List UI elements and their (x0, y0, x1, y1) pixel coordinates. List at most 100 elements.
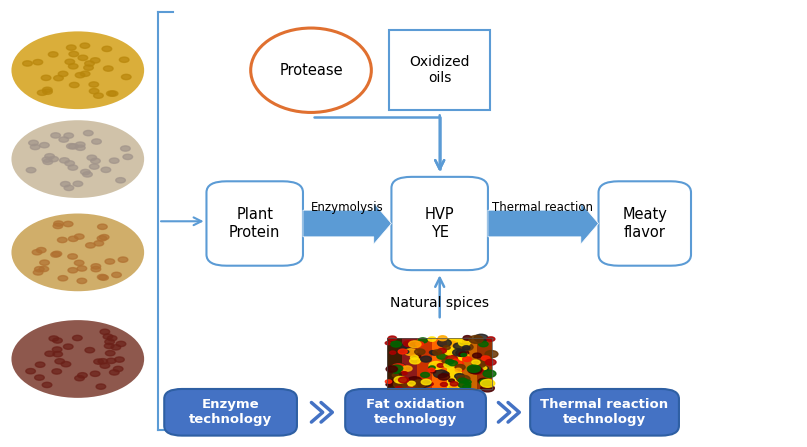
Circle shape (390, 351, 395, 354)
Circle shape (455, 353, 467, 360)
Circle shape (77, 266, 86, 271)
Circle shape (61, 362, 71, 367)
Circle shape (462, 354, 469, 358)
Circle shape (442, 359, 449, 363)
Circle shape (59, 137, 69, 142)
Circle shape (74, 260, 84, 266)
Circle shape (395, 387, 403, 391)
Circle shape (462, 384, 470, 389)
Circle shape (35, 375, 44, 380)
FancyBboxPatch shape (391, 177, 488, 270)
Circle shape (96, 384, 106, 389)
Circle shape (437, 339, 451, 347)
Circle shape (411, 355, 418, 359)
Bar (447, 338, 462, 389)
Circle shape (458, 368, 464, 371)
Circle shape (53, 224, 63, 228)
Circle shape (433, 370, 448, 378)
Circle shape (27, 168, 36, 173)
Circle shape (58, 276, 68, 281)
Circle shape (437, 348, 446, 353)
Text: Fat oxidation
technology: Fat oxidation technology (366, 398, 465, 426)
Circle shape (479, 342, 488, 347)
Circle shape (90, 89, 99, 94)
Circle shape (449, 361, 458, 366)
Circle shape (111, 345, 121, 350)
Circle shape (418, 380, 431, 387)
Circle shape (63, 221, 73, 227)
Circle shape (415, 349, 425, 354)
Text: Plant
Protein: Plant Protein (229, 207, 280, 240)
Circle shape (429, 368, 435, 372)
Circle shape (60, 158, 69, 163)
Circle shape (68, 165, 77, 170)
Circle shape (110, 370, 119, 375)
Circle shape (458, 378, 467, 383)
Circle shape (479, 378, 488, 384)
Circle shape (55, 358, 65, 364)
Circle shape (457, 377, 465, 381)
Circle shape (90, 371, 100, 376)
Circle shape (404, 349, 416, 355)
Polygon shape (488, 203, 599, 244)
Circle shape (78, 55, 88, 60)
Circle shape (82, 172, 92, 177)
Circle shape (445, 355, 458, 362)
Text: Oxidized
oils: Oxidized oils (409, 55, 470, 85)
Circle shape (69, 63, 78, 69)
Circle shape (89, 82, 98, 87)
Circle shape (73, 335, 82, 341)
Circle shape (77, 278, 86, 283)
Circle shape (116, 341, 126, 346)
Text: HVP
YE: HVP YE (424, 207, 454, 240)
Circle shape (115, 357, 124, 362)
Circle shape (66, 45, 76, 50)
Circle shape (37, 90, 47, 95)
Circle shape (393, 364, 406, 371)
Text: Meaty
flavor: Meaty flavor (622, 207, 667, 240)
Circle shape (41, 75, 51, 80)
Circle shape (69, 51, 78, 57)
Circle shape (390, 379, 400, 385)
Circle shape (52, 369, 61, 374)
Text: Enzymolysis: Enzymolysis (311, 202, 383, 215)
Circle shape (75, 375, 85, 381)
Circle shape (450, 382, 458, 386)
Circle shape (438, 374, 449, 380)
Circle shape (394, 376, 406, 383)
Circle shape (412, 354, 420, 359)
Circle shape (69, 82, 79, 88)
Circle shape (102, 46, 111, 51)
Circle shape (77, 373, 87, 378)
Circle shape (68, 254, 77, 259)
Circle shape (453, 359, 459, 363)
Circle shape (472, 360, 486, 368)
Circle shape (460, 379, 468, 383)
Circle shape (90, 158, 100, 164)
Circle shape (86, 243, 95, 248)
Circle shape (480, 380, 495, 387)
Circle shape (29, 140, 38, 146)
Circle shape (100, 329, 110, 334)
Circle shape (391, 341, 401, 347)
Circle shape (48, 52, 58, 57)
Circle shape (42, 382, 52, 388)
Circle shape (431, 370, 436, 373)
Circle shape (480, 367, 488, 371)
FancyBboxPatch shape (165, 389, 297, 436)
Circle shape (482, 356, 490, 361)
Circle shape (385, 342, 391, 345)
Bar (403, 338, 417, 389)
Circle shape (81, 169, 90, 175)
Text: Enzyme
technology: Enzyme technology (189, 398, 272, 426)
Circle shape (32, 249, 42, 255)
Circle shape (84, 65, 94, 70)
Circle shape (471, 367, 483, 374)
Circle shape (98, 274, 107, 280)
Circle shape (391, 365, 403, 372)
Circle shape (91, 264, 101, 269)
Circle shape (467, 365, 480, 372)
FancyBboxPatch shape (599, 181, 691, 266)
Circle shape (475, 334, 488, 342)
Circle shape (53, 351, 63, 357)
